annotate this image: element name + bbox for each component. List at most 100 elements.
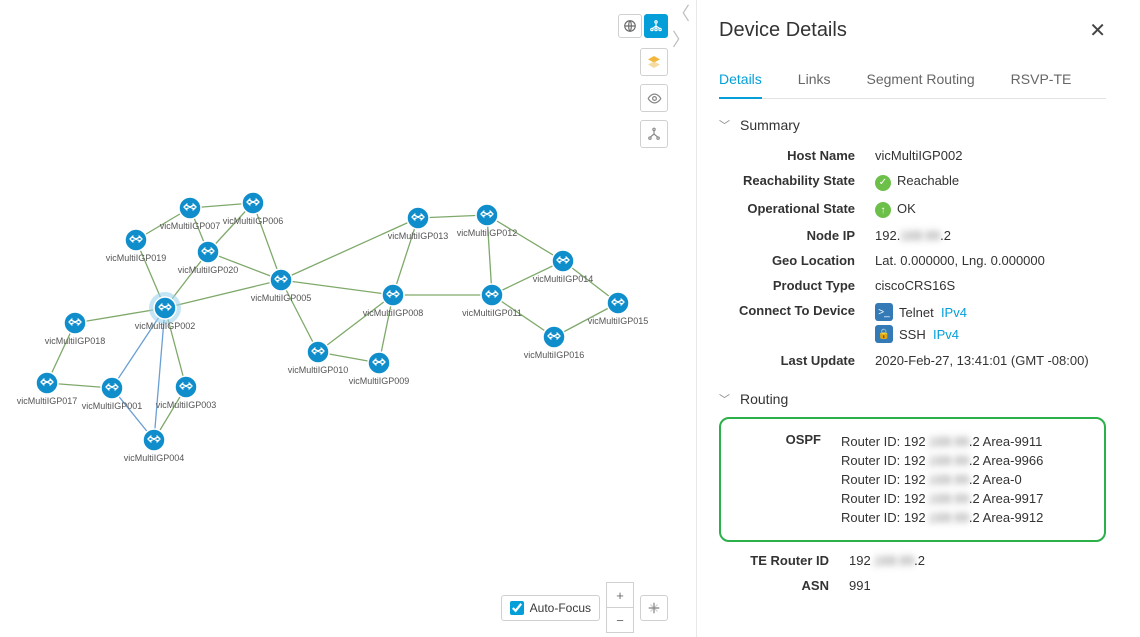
auto-focus-checkbox[interactable] (510, 601, 524, 615)
zoom-fit-button[interactable] (640, 595, 668, 621)
label-ospf: OSPF (725, 427, 835, 532)
value-host-name: vicMultiIGP002 (869, 143, 1106, 168)
topology-node-label: vicMultiIGP001 (82, 401, 143, 411)
topology-node[interactable] (552, 250, 574, 272)
value-geo: Lat. 0.000000, Lng. 0.000000 (869, 248, 1106, 273)
status-up-icon: ↑ (875, 202, 891, 218)
topology-node[interactable] (407, 207, 429, 229)
map-tools-stack (640, 48, 668, 148)
topology-node[interactable] (368, 352, 390, 374)
panel-title: Device Details (719, 19, 847, 42)
tab-rsvp-te[interactable]: RSVP-TE (1011, 65, 1072, 99)
topology-node-label: vicMultiIGP005 (251, 293, 312, 303)
topology-node-label: vicMultiIGP011 (462, 308, 522, 318)
topology-node[interactable] (197, 241, 219, 263)
value-last-update: 2020-Feb-27, 13:41:01 (GMT -08:00) (869, 348, 1106, 373)
map-mode-topology[interactable] (644, 14, 668, 38)
chevron-down-icon: ﹀ (719, 391, 730, 407)
label-node-ip: Node IP (719, 223, 869, 248)
topology-node-label: vicMultiIGP002 (135, 321, 196, 331)
topology-node[interactable] (36, 372, 58, 394)
topology-canvas[interactable]: vicMultiIGP007vicMultiIGP006 vicMultiIGP0… (0, 0, 697, 637)
map-mode-toolbar (618, 14, 668, 38)
topology-node[interactable] (481, 284, 503, 306)
value-node-ip: 192.168.99.2 (869, 223, 1106, 248)
chevron-down-icon: ﹀ (719, 117, 730, 133)
topology-node-label: vicMultiIGP020 (178, 265, 239, 275)
status-ok-icon: ✓ (875, 175, 891, 191)
zoom-controls: Auto-Focus + − (501, 583, 668, 633)
section-summary-header[interactable]: ﹀ Summary (719, 117, 1106, 133)
label-host-name: Host Name (719, 143, 869, 168)
topology-node[interactable] (64, 312, 86, 334)
topology-node[interactable] (149, 292, 181, 324)
value-product: ciscoCRS16S (869, 273, 1106, 298)
section-routing-header[interactable]: ﹀ Routing (719, 391, 1106, 407)
topology-node[interactable] (143, 429, 165, 451)
label-operational: Operational State (719, 196, 869, 224)
topology-node-label: vicMultiIGP014 (533, 274, 594, 284)
topology-node[interactable] (607, 292, 629, 314)
label-connect: Connect To Device (719, 298, 869, 348)
topology-node-label: vicMultiIGP006 (223, 216, 284, 226)
telnet-ipv4-link[interactable]: IPv4 (941, 305, 967, 320)
value-te-router: 192.168.99.2 (843, 548, 1106, 573)
topology-node[interactable] (101, 377, 123, 399)
topology-node[interactable] (175, 376, 197, 398)
tab-segment-routing[interactable]: Segment Routing (866, 65, 974, 99)
topology-node-label: vicMultiIGP017 (17, 396, 78, 406)
ospf-entry: Router ID: 192.168.99.2 Area-9912 (841, 508, 1094, 527)
layers-button[interactable] (640, 48, 668, 76)
topology-node-label: vicMultiIGP018 (45, 336, 106, 346)
map-mode-globe[interactable] (618, 14, 642, 38)
ospf-entry: Router ID: 192.168.99.2 Area-9966 (841, 451, 1094, 470)
value-ospf: Router ID: 192.168.99.2 Area-9911Router … (835, 427, 1100, 532)
topology-node-label: vicMultiIGP009 (349, 376, 410, 386)
label-product: Product Type (719, 273, 869, 298)
value-reachability: ✓Reachable (869, 168, 1106, 196)
tab-details[interactable]: Details (719, 65, 762, 99)
label-asn: ASN (719, 573, 843, 598)
topology-node-label: vicMultiIGP015 (588, 316, 649, 326)
label-last-update: Last Update (719, 348, 869, 373)
topology-node-label: vicMultiIGP012 (457, 228, 518, 238)
label-reachability: Reachability State (719, 168, 869, 196)
summary-table: Host Name vicMultiIGP002 Reachability St… (719, 143, 1106, 373)
ospf-highlight-box: OSPF Router ID: 192.168.99.2 Area-9911Ro… (719, 417, 1106, 542)
code-toggle[interactable]: 〈 〉 (668, 14, 694, 38)
topology-node-label: vicMultiIGP008 (363, 308, 424, 318)
topology-node[interactable] (476, 204, 498, 226)
auto-focus-label: Auto-Focus (530, 601, 591, 615)
label-te-router: TE Router ID (719, 548, 843, 573)
zoom-in-button[interactable]: + (606, 582, 634, 608)
visibility-button[interactable] (640, 84, 668, 112)
topology-node-label: vicMultiIGP019 (106, 253, 167, 263)
hierarchy-button[interactable] (640, 120, 668, 148)
close-icon[interactable]: ✕ (1089, 18, 1106, 43)
zoom-out-button[interactable]: − (606, 607, 634, 633)
value-asn: 991 (843, 573, 1106, 598)
device-details-panel: Device Details ✕ Details Links Segment Rou… (697, 0, 1140, 637)
label-geo: Geo Location (719, 248, 869, 273)
ssh-icon: 🔒 (875, 325, 893, 343)
value-connect: >_ Telnet IPv4 🔒 SSH IPv4 (869, 298, 1106, 348)
topology-node[interactable] (543, 326, 565, 348)
telnet-icon: >_ (875, 303, 893, 321)
topology-node[interactable] (179, 197, 201, 219)
tab-links[interactable]: Links (798, 65, 831, 99)
topology-node-label: vicMultiIGP004 (124, 453, 185, 463)
topology-node[interactable] (307, 341, 329, 363)
topology-node[interactable] (382, 284, 404, 306)
topology-node-label: vicMultiIGP007 (160, 221, 221, 231)
ssh-ipv4-link[interactable]: IPv4 (933, 327, 959, 342)
ospf-entry: Router ID: 192.168.99.2 Area-9911 (841, 432, 1094, 451)
value-operational: ↑OK (869, 196, 1106, 224)
topology-node-label: vicMultiIGP003 (156, 400, 217, 410)
topology-node[interactable] (125, 229, 147, 251)
ospf-entry: Router ID: 192.168.99.2 Area-9917 (841, 489, 1094, 508)
topology-node-label: vicMultiIGP013 (388, 231, 449, 241)
auto-focus-toggle[interactable]: Auto-Focus (501, 595, 600, 621)
topology-node[interactable] (242, 192, 264, 214)
topology-node-label: vicMultiIGP010 (288, 365, 349, 375)
topology-node[interactable] (270, 269, 292, 291)
